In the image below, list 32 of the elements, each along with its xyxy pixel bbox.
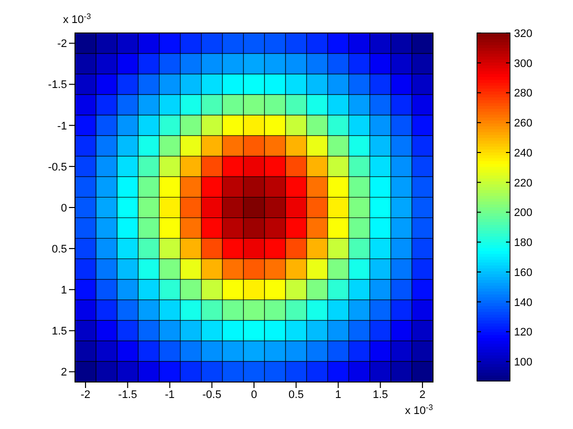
x-tick-label: -1.5 — [118, 388, 138, 401]
color-bar-label: 280 — [514, 88, 532, 100]
y-tick-label: 2 — [60, 366, 67, 379]
color-bar-label: 120 — [514, 326, 532, 339]
y-tick-label: -1.5 — [48, 79, 67, 92]
y-tick-label: -2 — [57, 38, 67, 50]
text: x 10$^{-3}$ — [405, 402, 434, 417]
x-tick-label: -2 — [80, 388, 90, 401]
x-tick-label: 0 — [250, 388, 258, 401]
color-bar-label: 260 — [514, 118, 532, 130]
y-tick-label: 0.5 — [52, 243, 67, 256]
text: x 10$^{-3}$ — [63, 12, 92, 26]
color-bar-label: 160 — [514, 266, 532, 279]
color-bar-label: 140 — [514, 296, 532, 309]
color-bar-label: 240 — [514, 147, 532, 160]
y-tick-label: -1 — [57, 120, 67, 132]
color-bar-label: 180 — [514, 237, 532, 250]
x-tick-label: -0.5 — [202, 388, 222, 401]
y-tick-label: 0 — [60, 202, 67, 214]
x-tick-label: 0.5 — [288, 388, 304, 401]
color-bar-label: 220 — [514, 177, 532, 190]
color-bar-label: 320 — [514, 28, 532, 40]
x-tick-label: 2 — [419, 388, 426, 401]
y-tick-label: 1 — [60, 284, 67, 297]
y-tick-label: -0.5 — [48, 161, 67, 174]
x-tick-label: 1.5 — [372, 388, 388, 401]
x-tick-label: -1 — [164, 388, 175, 401]
x-tick-label: 1 — [335, 388, 342, 401]
color-bar-label: 200 — [514, 207, 532, 220]
color-bar-label: 300 — [514, 58, 532, 70]
y-tick-label: 1.5 — [52, 326, 67, 338]
color-bar-label: 100 — [514, 356, 532, 369]
